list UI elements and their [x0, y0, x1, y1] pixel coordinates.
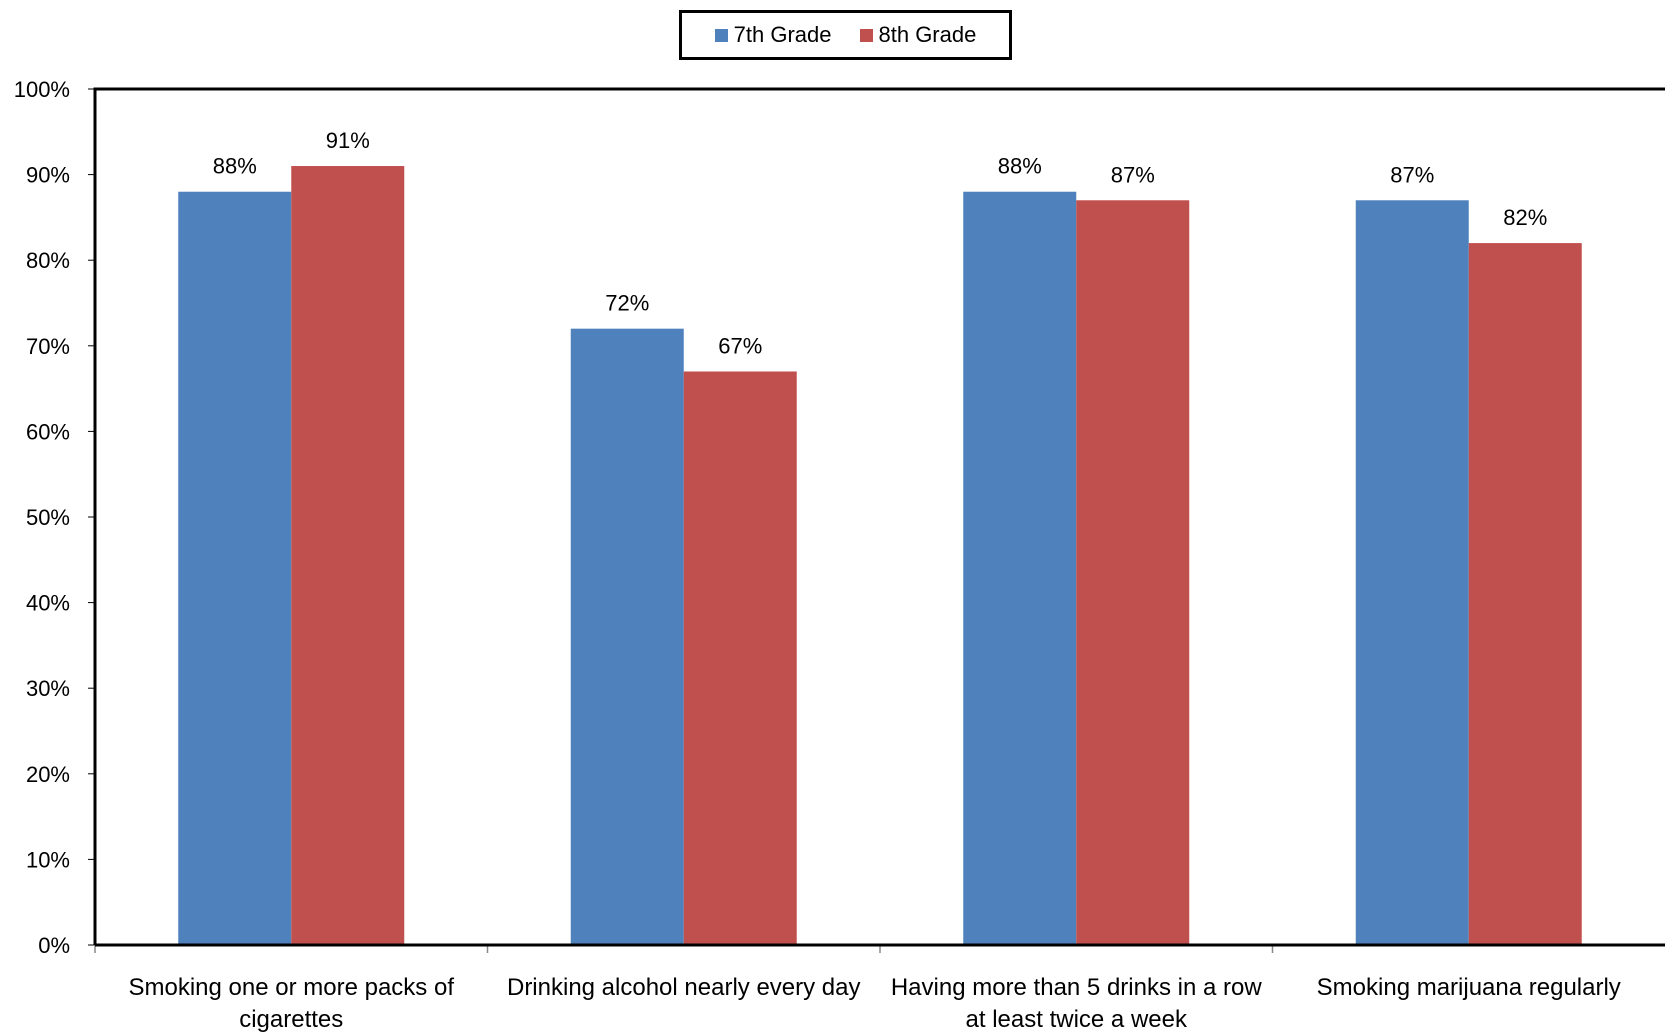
y-tick-label: 0% — [38, 933, 70, 958]
legend-label-8th-grade: 8th Grade — [878, 22, 977, 47]
data-label: 91% — [326, 128, 370, 153]
data-label: 88% — [213, 154, 257, 179]
bar — [178, 191, 292, 946]
y-tick-label: 80% — [26, 248, 70, 273]
data-label: 67% — [718, 333, 762, 358]
data-label: 82% — [1503, 205, 1547, 230]
data-label: 72% — [605, 291, 649, 316]
x-tick-label: cigarettes — [239, 1006, 343, 1033]
y-tick-label: 60% — [26, 419, 70, 444]
legend-swatch-7th-grade — [714, 28, 728, 42]
y-tick-label: 10% — [26, 847, 70, 872]
legend-swatch-8th-grade — [859, 28, 873, 42]
data-label: 87% — [1111, 162, 1155, 187]
bar — [1076, 200, 1190, 945]
y-tick-label: 30% — [26, 676, 70, 701]
y-tick-label: 20% — [26, 762, 70, 787]
legend-label-7th-grade: 7th Grade — [733, 22, 832, 47]
legend-item-8th-grade: 8th Grade — [859, 22, 977, 48]
bar — [570, 328, 684, 945]
bar — [1468, 243, 1582, 945]
y-tick-label: 90% — [26, 163, 70, 188]
bar — [683, 371, 797, 946]
bar — [291, 166, 405, 946]
x-tick-label: Having more than 5 drinks in a row — [891, 974, 1263, 1001]
bar — [963, 191, 1077, 946]
data-label: 87% — [1390, 162, 1434, 187]
legend-item-7th-grade: 7th Grade — [714, 22, 832, 48]
x-tick-label: Smoking one or more packs of — [129, 974, 455, 1001]
y-tick-label: 40% — [26, 591, 70, 616]
x-tick-label: Smoking marijuana regularly — [1317, 974, 1621, 1001]
x-tick-label: at least twice a week — [966, 1006, 1188, 1033]
y-tick-label: 70% — [26, 334, 70, 359]
legend: 7th Grade 8th Grade — [679, 10, 1012, 60]
bar — [1355, 200, 1469, 945]
y-tick-label: 100% — [14, 77, 70, 102]
data-label: 88% — [998, 154, 1042, 179]
x-tick-label: Drinking alcohol nearly every day — [507, 974, 861, 1001]
y-tick-label: 50% — [26, 505, 70, 530]
